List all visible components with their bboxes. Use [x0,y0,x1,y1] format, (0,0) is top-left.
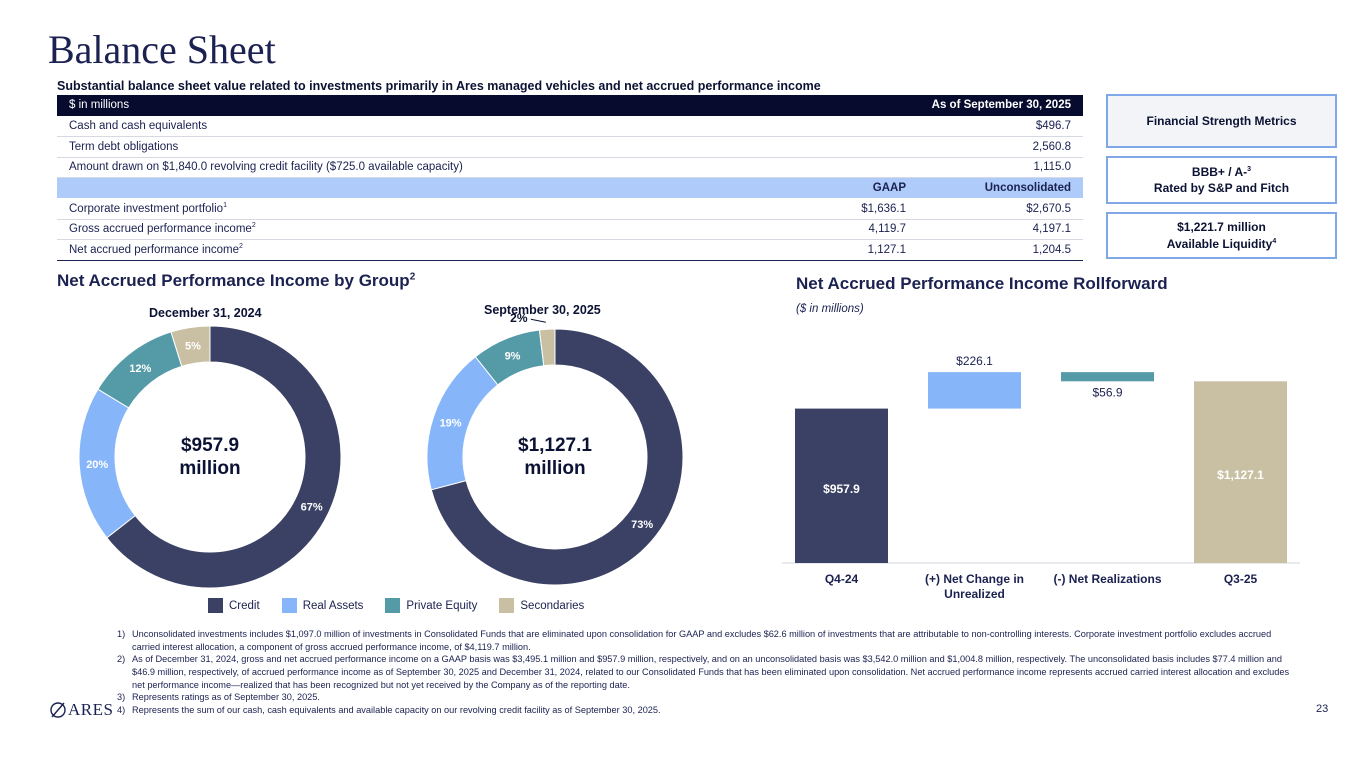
gaap-header: GAAP [803,177,918,199]
ares-logo-icon [50,702,66,718]
gaap-value: $1,636.1 [803,198,918,220]
donut-slice-secondaries [170,325,211,367]
waterfall-bar-2 [928,372,1021,409]
donut-slice-credit [430,328,684,586]
row-label: Gross accrued performance income2 [57,219,803,241]
page-number: 23 [1316,703,1329,715]
rating-description: Rated by S&P and Fitch [1153,181,1290,195]
slice-label: 19% [440,417,462,429]
donut-center-unit: million [179,458,240,479]
gaap-value: 4,119.7 [803,219,918,241]
table-row: Amount drawn on $1,840.0 revolving credi… [57,157,1083,179]
footnote: 4) Represents the sum of our cash, cash e… [117,705,661,716]
table-header-row: $ in millions As of September 30, 2025 [57,95,1083,116]
gaap-value: 1,127.1 [803,239,918,261]
waterfall-bar-label: $226.1 [956,354,993,368]
waterfall-category-label: (+) Net Change in [925,572,1024,586]
credit-rating-box: BBB+ / A-3 Rated by S&P and Fitch [1106,156,1337,204]
slice-label: 67% [301,501,323,513]
donut-2-title: September 30, 2025 [484,303,601,317]
footnote: 1) Unconsolidated investments includes $1… [117,629,1272,652]
ares-logo: ARES [49,700,113,720]
row-label: Net accrued performance income2 [57,239,803,261]
waterfall-bar-1 [795,408,888,563]
slice-label: 12% [129,363,151,375]
table-row: Cash and cash equivalents $496.7 [57,115,1083,137]
waterfall-category-label: (-) Net Realizations [1053,572,1161,586]
slice-label: 2% [510,311,528,325]
table-header-date: As of September 30, 2025 [918,95,1083,116]
rating-value: BBB+ / A-3 [1191,164,1252,179]
legend-swatch [208,598,223,613]
waterfall-bar-3 [1061,372,1154,382]
rollforward-title: Net Accrued Performance Income Rollforwa… [796,274,1168,293]
legend-item-credit: Credit [208,598,260,613]
row-value: 2,560.8 [918,136,1083,158]
donut-1-title: December 31, 2024 [149,306,262,320]
waterfall-bar-label: $957.9 [823,482,860,496]
row-value: $496.7 [918,115,1083,137]
waterfall-bar-label: $1,127.1 [1217,468,1264,482]
waterfall-bar-4 [1194,381,1287,563]
unconsolidated-value: 1,204.5 [918,239,1083,261]
liquidity-box: $1,221.7 million Available Liquidity4 [1106,212,1337,259]
table-subheader-row: GAAP Unconsolidated [57,177,1083,199]
donut-center-value: $1,127.1 [518,435,592,456]
donut-slice-credit [106,325,342,589]
unconsolidated-header: Unconsolidated [918,177,1083,199]
logo-text: ARES [68,700,114,719]
legend-item-real-assets: Real Assets [281,598,363,613]
metrics-title: Financial Strength Metrics [1146,113,1297,128]
waterfall-category-label: Unrealized [944,587,1005,601]
row-label: Term debt obligations [57,136,803,158]
table-row: Term debt obligations 2,560.8 [57,136,1083,158]
waterfall-category-label: Q3-25 [1224,572,1258,586]
donut-center-value: $957.9 [181,435,239,456]
waterfall-bar-label: $56.9 [1092,385,1122,399]
donut-slice-real-assets [426,356,499,491]
row-label: Cash and cash equivalents [57,115,803,137]
donut-section-title: Net Accrued Performance Income by Group2 [57,271,416,290]
slice-label: 73% [631,519,653,531]
legend-swatch [385,598,401,613]
unconsolidated-value: 4,197.1 [918,219,1083,241]
slice-label: 5% [185,340,201,352]
donut-center-unit: million [524,458,585,479]
page-subtitle: Substantial balance sheet value related … [57,79,821,93]
footnote: 2) As of December 31, 2024, gross and net… [117,654,1290,690]
legend-item-private-equity: Private Equity [385,598,477,613]
table-row: Gross accrued performance income2 4,119.… [57,219,1083,241]
page-title: Balance Sheet [48,27,276,72]
legend-swatch [499,598,515,613]
liquidity-description: Available Liquidity4 [1166,236,1277,251]
rollforward-units: ($ in millions) [796,303,864,315]
legend-item-secondaries: Secondaries [499,598,584,613]
table-row: Net accrued performance income2 1,127.1 … [57,239,1083,261]
legend-swatch [281,598,297,613]
footnote: 3) Represents ratings as of September 30,… [117,692,320,703]
financial-strength-metrics-box: Financial Strength Metrics [1106,94,1337,148]
row-label: Corporate investment portfolio1 [57,198,803,220]
footnotes: 1) Unconsolidated investments includes $1… [117,628,1297,717]
table-row: Corporate investment portfolio1 $1,636.1… [57,198,1083,220]
waterfall-category-label: Q4-24 [825,572,859,586]
table-header-label: $ in millions [57,95,803,116]
slice-label-leader [530,318,546,323]
row-label: Amount drawn on $1,840.0 revolving credi… [57,157,803,179]
donut-slice-secondaries [538,328,556,367]
liquidity-value: $1,221.7 million [1177,220,1266,235]
unconsolidated-value: $2,670.5 [918,198,1083,220]
row-value: 1,115.0 [918,157,1083,179]
donut-legend: Credit Real Assets Private Equity Second… [208,598,584,613]
slice-label: 20% [86,459,108,471]
slice-label: 9% [505,351,521,363]
balance-sheet-table: $ in millions As of September 30, 2025 C… [57,95,1083,261]
